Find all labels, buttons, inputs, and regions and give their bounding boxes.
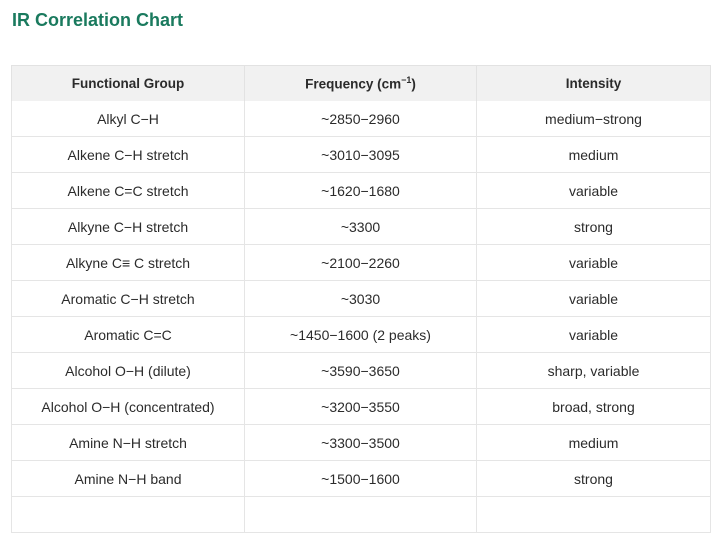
cell-intensity: medium [476, 424, 711, 461]
cell-intensity: sharp, variable [476, 352, 711, 389]
cell-functional-group: Alcohol O−H (dilute) [11, 352, 245, 389]
cell-frequency: ~2100−2260 [244, 244, 477, 281]
cell-empty [476, 496, 711, 533]
table-row: Aromatic C=C ~1450−1600 (2 peaks) variab… [11, 316, 711, 353]
cell-intensity: variable [476, 316, 711, 353]
header-frequency-text: Frequency (cm [305, 76, 402, 92]
cell-intensity: variable [476, 244, 711, 281]
header-frequency: Frequency (cm−1) [244, 65, 477, 101]
cell-functional-group: Alkene C−H stretch [11, 136, 245, 173]
table-row: Aromatic C−H stretch ~3030 variable [11, 280, 711, 317]
table-row: Alkyne C≡ C stretch ~2100−2260 variable [11, 244, 711, 281]
ir-correlation-table: Functional Group Frequency (cm−1) Intens… [11, 65, 711, 533]
cell-frequency: ~3200−3550 [244, 388, 477, 425]
cell-intensity: variable [476, 280, 711, 317]
cell-frequency: ~3030 [244, 280, 477, 317]
cell-functional-group: Aromatic C=C [11, 316, 245, 353]
table-row: Alkyl C−H ~2850−2960 medium−strong [11, 101, 711, 137]
cell-intensity: variable [476, 172, 711, 209]
cell-functional-group: Alkyne C−H stretch [11, 208, 245, 245]
cell-frequency: ~1500−1600 [244, 460, 477, 497]
table-row: Alcohol O−H (dilute) ~3590−3650 sharp, v… [11, 352, 711, 389]
table-row: Amine N−H stretch ~3300−3500 medium [11, 424, 711, 461]
cell-functional-group: Alkyne C≡ C stretch [11, 244, 245, 281]
header-intensity: Intensity [476, 65, 711, 101]
page-title: IR Correlation Chart [12, 10, 184, 30]
cell-intensity: medium [476, 136, 711, 173]
header-functional-group: Functional Group [11, 65, 245, 101]
table-row: Alkyne C−H stretch ~3300 strong [11, 208, 711, 245]
header-frequency-close: ) [411, 76, 416, 92]
cell-functional-group: Alkene C=C stretch [11, 172, 245, 209]
cell-functional-group: Alcohol O−H (concentrated) [11, 388, 245, 425]
cell-intensity: medium−strong [476, 101, 711, 137]
cell-frequency: ~3300−3500 [244, 424, 477, 461]
table-row: Alkene C−H stretch ~3010−3095 medium [11, 136, 711, 173]
cell-functional-group: Aromatic C−H stretch [11, 280, 245, 317]
cell-functional-group: Amine N−H band [11, 460, 245, 497]
cell-functional-group: Amine N−H stretch [11, 424, 245, 461]
cell-frequency: ~1450−1600 (2 peaks) [244, 316, 477, 353]
cell-frequency: ~3010−3095 [244, 136, 477, 173]
header-frequency-exponent: −1 [401, 75, 412, 86]
cell-intensity: strong [476, 460, 711, 497]
cell-frequency: ~1620−1680 [244, 172, 477, 209]
table-row: Alkene C=C stretch ~1620−1680 variable [11, 172, 711, 209]
cell-functional-group: Alkyl C−H [11, 101, 245, 137]
table-row: Alcohol O−H (concentrated) ~3200−3550 br… [11, 388, 711, 425]
cell-empty [244, 496, 477, 533]
table-header-row: Functional Group Frequency (cm−1) Intens… [11, 65, 711, 101]
cell-frequency: ~3300 [244, 208, 477, 245]
cell-frequency: ~3590−3650 [244, 352, 477, 389]
cell-intensity: broad, strong [476, 388, 711, 425]
table-row-partial [11, 496, 711, 533]
table-row: Amine N−H band ~1500−1600 strong [11, 460, 711, 497]
cell-frequency: ~2850−2960 [244, 101, 477, 137]
cell-intensity: strong [476, 208, 711, 245]
cell-empty [11, 496, 245, 533]
